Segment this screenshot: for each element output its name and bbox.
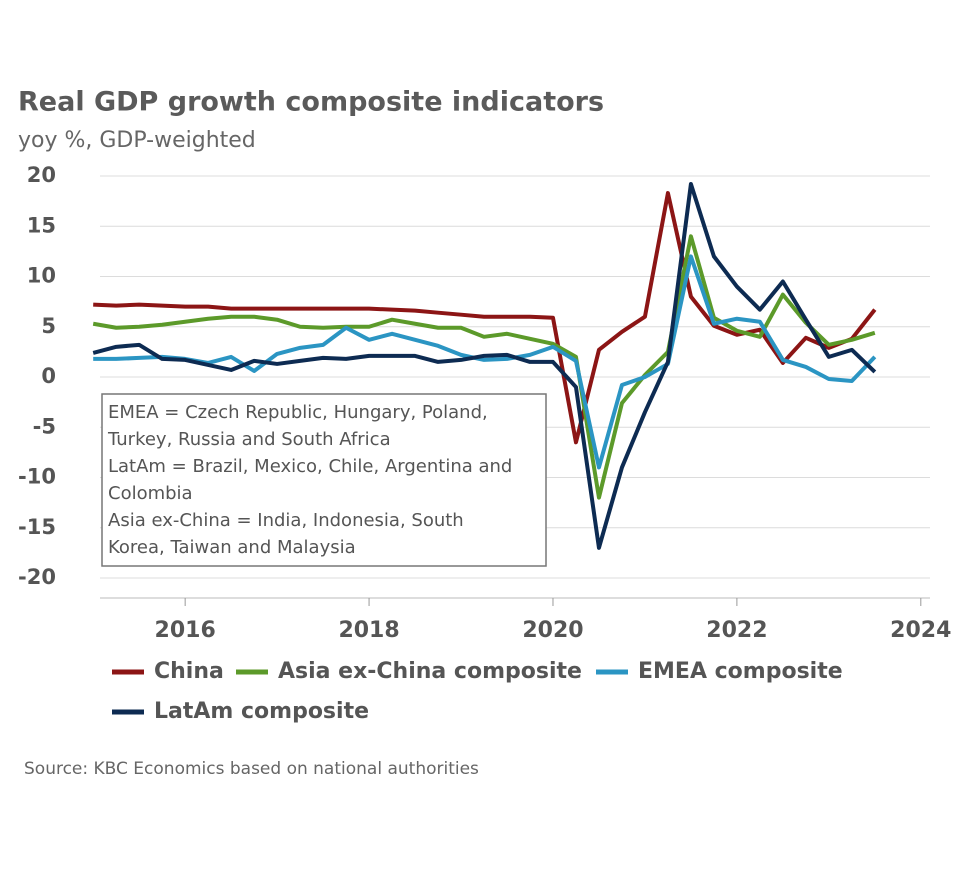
y-tick-label: 20: [27, 163, 56, 187]
y-tick-label: -15: [18, 515, 56, 539]
annotation-line: Korea, Taiwan and Malaysia: [108, 537, 356, 558]
y-tick-label: -20: [18, 565, 56, 589]
y-tick-label: 0: [41, 364, 56, 388]
x-tick-label: 2018: [338, 618, 399, 643]
annotation-line: EMEA = Czech Republic, Hungary, Poland,: [108, 402, 488, 423]
legend-label: LatAm composite: [154, 699, 369, 724]
annotation-box: [101, 393, 547, 567]
y-tick-label: 10: [27, 264, 56, 288]
y-tick-label: 15: [27, 213, 56, 237]
annotation-line: Colombia: [108, 483, 193, 504]
y-tick-label: -5: [33, 414, 56, 438]
x-tick-label: 2024: [890, 618, 951, 643]
chart-title: Real GDP growth composite indicators: [18, 87, 604, 118]
x-tick-label: 2020: [522, 618, 583, 643]
annotation-line: Asia ex-China = India, Indonesia, South: [108, 510, 464, 531]
annotation-line: Turkey, Russia and South Africa: [107, 429, 391, 450]
series-line: [93, 254, 877, 470]
y-tick-label: -10: [18, 465, 56, 489]
x-tick-label: 2016: [155, 618, 216, 643]
annotation-line: LatAm = Brazil, Mexico, Chile, Argentina…: [108, 456, 512, 477]
x-tick-label: 2022: [706, 618, 767, 643]
source: Source: KBC Economics based on national …: [24, 759, 479, 779]
legend-label: Asia ex-China composite: [278, 659, 582, 684]
legend-label: China: [154, 659, 224, 684]
chart-subtitle: yoy %, GDP-weighted: [18, 128, 256, 153]
legend-label: EMEA composite: [638, 659, 843, 684]
series-line: [92, 182, 877, 550]
y-tick-label: 5: [41, 314, 56, 338]
series-line: [92, 234, 876, 500]
